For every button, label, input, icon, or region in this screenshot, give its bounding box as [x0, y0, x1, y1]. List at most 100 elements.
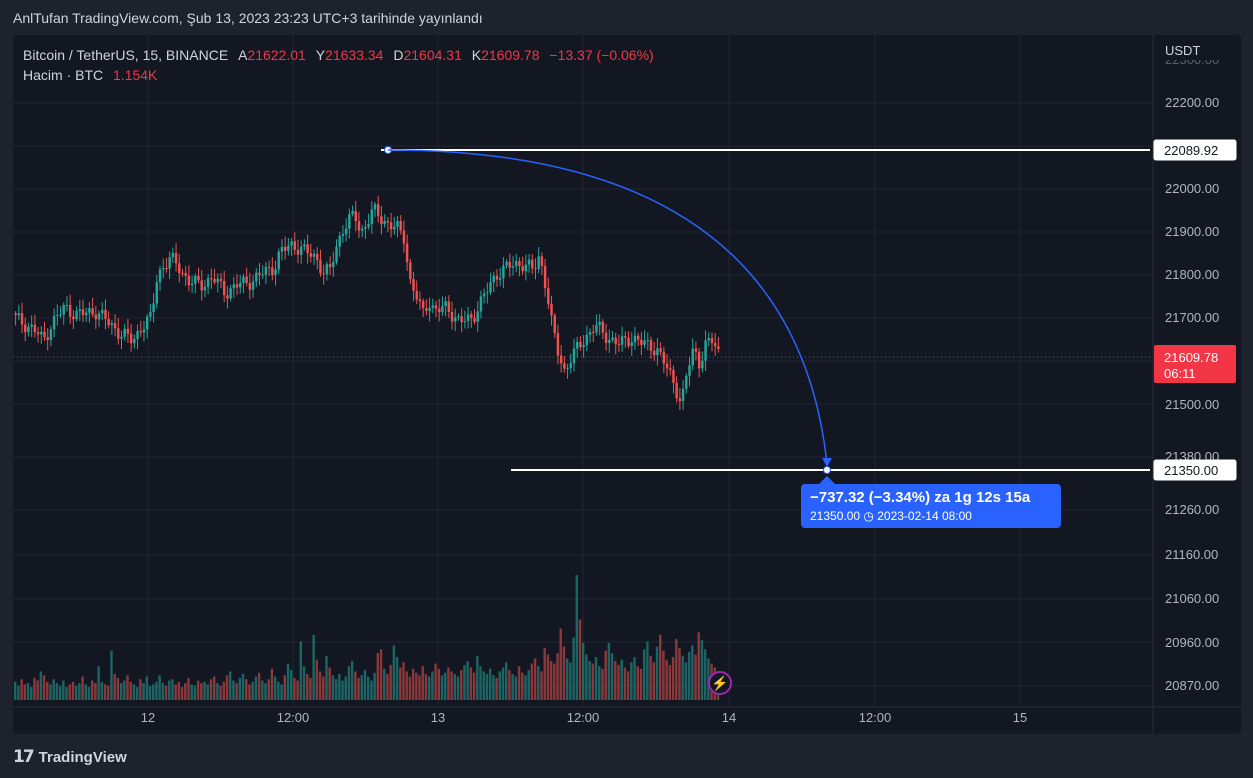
candle-body: [200, 280, 203, 291]
volume-bar: [209, 679, 213, 700]
volume-bar: [196, 680, 200, 700]
volume-bar: [460, 670, 463, 700]
candle-body: [360, 228, 364, 231]
volume-bar: [434, 663, 437, 700]
volume-label[interactable]: Hacim · BTC: [23, 67, 104, 83]
volume-bar: [254, 676, 258, 700]
high-value: 21633.34: [325, 47, 384, 63]
tradingview-brand[interactable]: TradingView: [38, 748, 127, 766]
candle-body: [255, 272, 258, 282]
candle-body: [306, 244, 309, 254]
volume-bar: [527, 670, 530, 700]
candle-body: [559, 355, 563, 364]
candle-body: [592, 331, 595, 333]
volume-bar: [553, 663, 556, 700]
candle-body: [229, 288, 232, 299]
volume-bar: [444, 672, 447, 700]
time-tick-label: 12: [141, 710, 155, 725]
volume-bar: [206, 684, 209, 700]
volume-bar: [200, 683, 203, 700]
volume-bar: [450, 671, 453, 700]
volume-bar: [370, 680, 373, 700]
anchor-handle: [823, 466, 831, 474]
volume-bar: [591, 663, 595, 700]
volume-bar: [402, 662, 405, 700]
price-tag-text: 22089.92: [1164, 143, 1218, 158]
candle-body: [226, 295, 229, 299]
candle-body: [133, 338, 136, 344]
volume-bar: [318, 671, 322, 700]
candle-body: [717, 346, 720, 350]
candle-body: [518, 261, 521, 266]
symbol-title[interactable]: Bitcoin / TetherUS, 15, BINANCE: [23, 47, 229, 63]
volume-bar: [684, 662, 688, 700]
volume-bar: [408, 676, 412, 700]
candle-body: [36, 332, 40, 335]
volume-bar: [309, 677, 312, 700]
candle-body: [197, 275, 200, 281]
volume-bar: [376, 653, 380, 700]
volume-bar: [171, 679, 174, 700]
candle-body: [33, 324, 37, 333]
volume-bar: [668, 664, 672, 700]
candle-body: [20, 313, 24, 325]
candle-body: [627, 337, 630, 347]
candle-body: [43, 331, 46, 338]
last-price-text: 21609.78: [1164, 350, 1218, 365]
volume-bar: [601, 668, 604, 700]
candle-body: [380, 216, 383, 225]
volume-bar: [665, 659, 668, 700]
candle-body: [701, 360, 704, 369]
volume-bar: [675, 638, 678, 700]
candle-body: [149, 311, 152, 317]
volume-bar: [492, 675, 495, 700]
measure-price: 21350.00: [810, 509, 861, 523]
candle-body: [290, 241, 293, 246]
volume-bar: [620, 659, 623, 700]
candle-body: [617, 344, 621, 346]
candle-body: [399, 221, 402, 231]
volume-bar: [261, 680, 264, 700]
candle-body: [396, 221, 399, 227]
volume-bar: [248, 684, 251, 700]
volume-bar: [405, 671, 408, 700]
candle-body: [527, 259, 531, 265]
candle-body: [373, 204, 377, 210]
candle-body: [126, 328, 130, 334]
volume-bar: [299, 641, 303, 700]
price-tick-label: 21800.00: [1165, 267, 1219, 282]
volume-bar: [84, 684, 88, 700]
candle-body: [123, 328, 126, 337]
candle-body: [328, 264, 332, 268]
volume-bar: [81, 676, 84, 700]
time-tick-label: 12:00: [567, 710, 600, 725]
candle-body: [447, 301, 451, 312]
candle-body: [482, 293, 486, 297]
candle-body: [598, 321, 601, 326]
volume-bar: [649, 655, 652, 700]
volume-bar: [286, 663, 290, 700]
volume-bar: [363, 670, 367, 700]
measure-date: 2023-02-14 08:00: [877, 509, 972, 523]
candle-body: [348, 214, 351, 229]
chart-canvas[interactable]: 22200.00 22000.00 21900.00 21800.00 21700.00…: [13, 35, 1241, 734]
chart-panel[interactable]: 22200.00 22000.00 21900.00 21800.00 21700.00…: [13, 35, 1241, 734]
candle-body: [283, 246, 287, 251]
volume-bar: [42, 675, 46, 700]
candle-body: [107, 318, 110, 326]
volume-bar: [71, 681, 75, 700]
candle-body: [515, 261, 518, 267]
candle-body: [479, 296, 483, 312]
volume-bar: [367, 676, 370, 700]
time-tick-label: 13: [431, 710, 445, 725]
last-price-tag-bg: [1154, 345, 1236, 383]
volume-bar: [132, 684, 136, 700]
chart-legend: Bitcoin / TetherUS, 15, BINANCE A21622.0…: [23, 45, 654, 85]
candle-body: [595, 325, 598, 333]
volume-bar: [306, 674, 309, 700]
volume-bar: [219, 685, 222, 700]
volume-bar: [585, 654, 588, 700]
candle-body: [280, 246, 284, 252]
lightning-icon[interactable]: ⚡: [708, 671, 732, 695]
projection-arc: [387, 149, 828, 465]
